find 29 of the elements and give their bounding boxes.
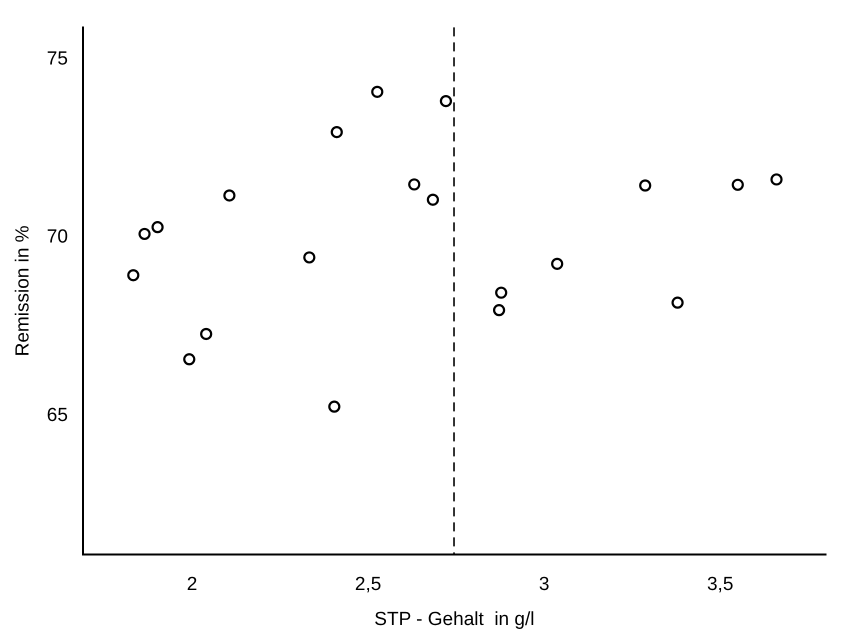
- x-tick-label: 2,5: [354, 574, 382, 596]
- point: [671, 296, 684, 309]
- x-tick-label: 3,5: [706, 574, 734, 596]
- point: [330, 126, 343, 138]
- point: [183, 353, 196, 366]
- y-axis-title: Remission in %: [12, 225, 34, 356]
- point: [551, 258, 564, 270]
- point: [138, 228, 151, 240]
- point: [732, 178, 744, 191]
- point: [440, 95, 452, 108]
- point: [371, 86, 384, 98]
- x-tick-label: 3: [538, 574, 550, 596]
- point: [328, 400, 340, 413]
- point: [151, 221, 164, 234]
- x-axis-title: STP - Gehalt in g/l: [374, 608, 534, 630]
- y-tick-label: 75: [46, 48, 68, 70]
- point: [426, 194, 439, 206]
- x-tick-label: 2: [186, 574, 198, 596]
- point: [770, 173, 783, 186]
- point: [495, 286, 508, 299]
- point: [127, 269, 140, 282]
- point: [200, 328, 212, 340]
- y-tick-label: 65: [46, 404, 68, 426]
- point: [639, 179, 652, 192]
- y-tick-label: 70: [46, 226, 68, 248]
- point: [303, 251, 316, 264]
- point: [408, 178, 420, 191]
- point: [223, 189, 236, 202]
- point: [492, 304, 506, 316]
